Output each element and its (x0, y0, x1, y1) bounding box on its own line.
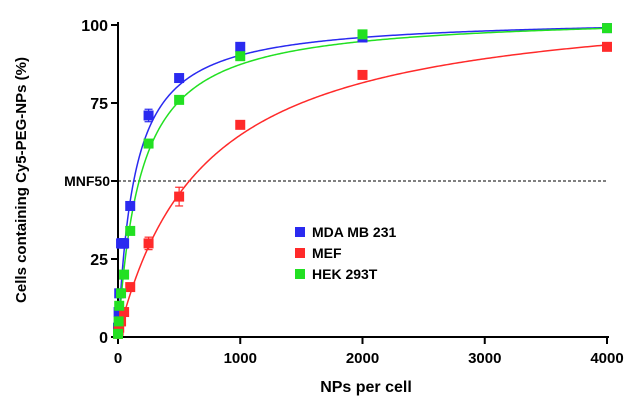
x-tick-label: 0 (114, 350, 122, 367)
series-group (113, 23, 612, 339)
legend-label: MEF (312, 245, 342, 261)
y-axis-label: Cells containing Cy5-PEG-NPs (%) (13, 57, 30, 303)
reference-line-group: MNF50 (64, 173, 607, 189)
legend-label: MDA MB 231 (312, 224, 396, 240)
y-tick-label: 75 (90, 96, 108, 113)
data-point (357, 69, 368, 80)
data-point (119, 307, 130, 318)
x-tick-label: 2000 (346, 350, 379, 367)
x-tick-label: 3000 (468, 350, 501, 367)
legend-label: HEK 293T (312, 266, 378, 282)
legend-swatch (295, 248, 305, 258)
legend-swatch (295, 227, 305, 237)
data-point (113, 316, 124, 327)
data-point (235, 51, 246, 62)
series-group (113, 23, 612, 333)
reference-line-label: MNF50 (64, 173, 110, 189)
series-group (113, 41, 612, 339)
fit-curve (117, 44, 608, 338)
data-point (143, 138, 154, 149)
legend-swatch (295, 269, 305, 279)
data-point (602, 23, 612, 34)
data-point (116, 288, 127, 299)
data-point (114, 322, 125, 333)
data-points (113, 23, 612, 339)
data-point (125, 225, 136, 236)
data-point (125, 200, 136, 211)
legend: MDA MB 231 MEF HEK 293T (295, 224, 396, 282)
axes: 0 1000 2000 3000 4000 0 25 75 100 (81, 18, 623, 367)
data-point (174, 191, 185, 202)
x-axis-label: NPs per cell (320, 379, 412, 396)
data-point (119, 238, 130, 249)
axis-labels: NPs per cell Cells containing Cy5-PEG-NP… (13, 57, 412, 396)
data-point (113, 307, 124, 318)
y-tick-label: 0 (99, 330, 108, 347)
data-point (174, 94, 185, 105)
data-point (143, 110, 154, 121)
data-point (357, 29, 368, 40)
x-tick-label: 1000 (224, 350, 257, 367)
data-point (174, 73, 185, 84)
data-point (114, 300, 125, 311)
fit-curve (117, 27, 608, 338)
y-tick-label: 25 (90, 252, 108, 269)
data-point (119, 269, 130, 280)
data-point (113, 328, 123, 339)
data-point (235, 41, 246, 52)
data-point (125, 282, 136, 293)
data-point (143, 238, 154, 249)
y-tick-label: 100 (81, 18, 108, 35)
x-tick-label: 4000 (590, 350, 623, 367)
data-point (235, 119, 246, 130)
data-point (602, 41, 612, 52)
